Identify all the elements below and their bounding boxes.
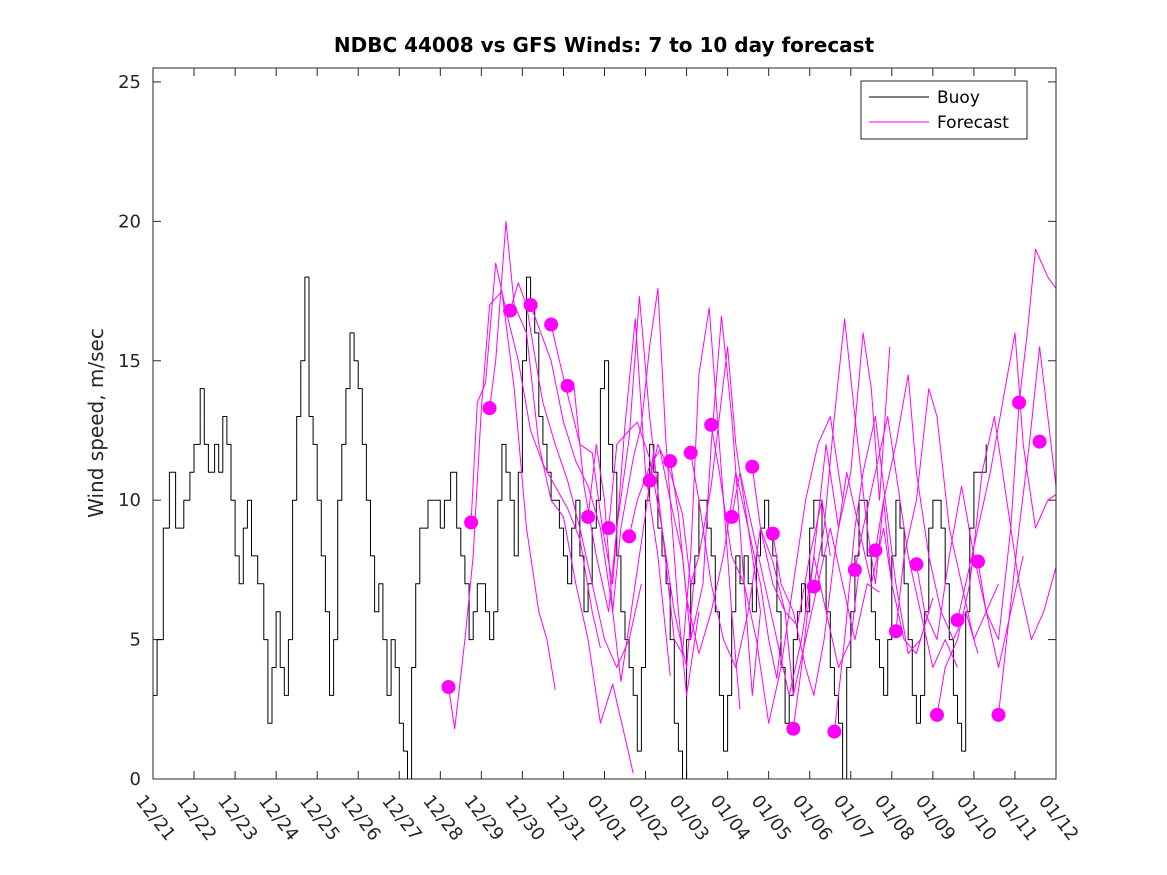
- forecast-marker: [1012, 395, 1027, 410]
- forecast-marker: [642, 473, 657, 488]
- forecast-marker: [847, 562, 862, 577]
- forecast-marker: [704, 417, 719, 432]
- forecast-series-line: [833, 416, 934, 732]
- forecast-marker: [560, 378, 575, 393]
- forecast-marker: [806, 579, 821, 594]
- forecast-marker: [683, 445, 698, 460]
- forecast-marker: [482, 401, 497, 416]
- y-axis-label: Wind speed, m/sec: [84, 328, 108, 518]
- forecast-series-line: [470, 262, 601, 649]
- forecast-series-line: [530, 304, 655, 682]
- forecast-series-line: [957, 332, 1057, 621]
- forecast-marker: [786, 721, 801, 736]
- forecast-series-line: [915, 485, 1024, 668]
- forecast-marker: [464, 515, 479, 530]
- legend-box: [860, 80, 1028, 140]
- forecast-series-line: [895, 388, 999, 641]
- forecast-marker: [745, 459, 760, 474]
- forecast-marker: [929, 707, 944, 722]
- forecast-series-line: [936, 416, 1057, 715]
- forecast-marker: [971, 554, 986, 569]
- y-axis: 0 5 10 15 20 25: [118, 72, 1056, 790]
- forecast-marker: [827, 724, 842, 739]
- forecast-series-line: [567, 296, 696, 668]
- y-tick-label: 20: [118, 211, 141, 232]
- forecast-marker: [544, 317, 559, 332]
- forecast-series-line: [751, 466, 880, 696]
- forecast-series-line: [608, 307, 741, 710]
- y-tick-label: 0: [130, 769, 141, 790]
- legend-forecast-label: Forecast: [937, 113, 1009, 133]
- forecast-marker: [622, 529, 637, 544]
- forecast-series-line: [772, 471, 893, 696]
- chart-title: NDBC 44008 vs GFS Winds: 7 to 10 day for…: [334, 33, 875, 57]
- buoy-series-line: [153, 276, 987, 780]
- legend: Buoy Forecast: [860, 80, 1028, 140]
- plot-frame: [152, 67, 1057, 780]
- forecast-marker: [663, 454, 678, 469]
- y-tick-label: 15: [118, 351, 141, 372]
- forecast-marker: [909, 557, 924, 572]
- forecast-series-line: [792, 332, 891, 729]
- forecast-marker: [950, 613, 965, 628]
- forecast-series-line: [998, 346, 1057, 715]
- forecast-marker: [523, 298, 538, 312]
- y-tick-label: 10: [118, 490, 141, 511]
- forecast-series-line: [628, 315, 761, 696]
- forecast-marker: [441, 679, 456, 694]
- forecast-marker: [503, 303, 518, 318]
- forecast-marker: [868, 543, 883, 558]
- y-tick-label: 5: [130, 630, 141, 651]
- forecast-marker: [724, 509, 739, 524]
- forecast-series-line: [854, 416, 958, 668]
- forecast-series-line: [448, 290, 556, 730]
- forecast-marker: [601, 521, 616, 536]
- forecast-marker: [581, 509, 596, 524]
- legend-buoy-label: Buoy: [937, 88, 980, 108]
- forecast-markers: [441, 298, 1047, 739]
- forecast-marker: [765, 526, 780, 541]
- plot-background: [153, 68, 1056, 779]
- forecast-series-line: [489, 220, 634, 774]
- forecast-marker: [1032, 434, 1047, 449]
- forecast-marker: [888, 624, 903, 639]
- forecast-series-line: [731, 471, 860, 696]
- y-tick-label: 25: [118, 72, 141, 93]
- forecast-marker: [991, 707, 1006, 722]
- forecast-series-line: [710, 416, 844, 724]
- forecast-series-line: [587, 287, 700, 696]
